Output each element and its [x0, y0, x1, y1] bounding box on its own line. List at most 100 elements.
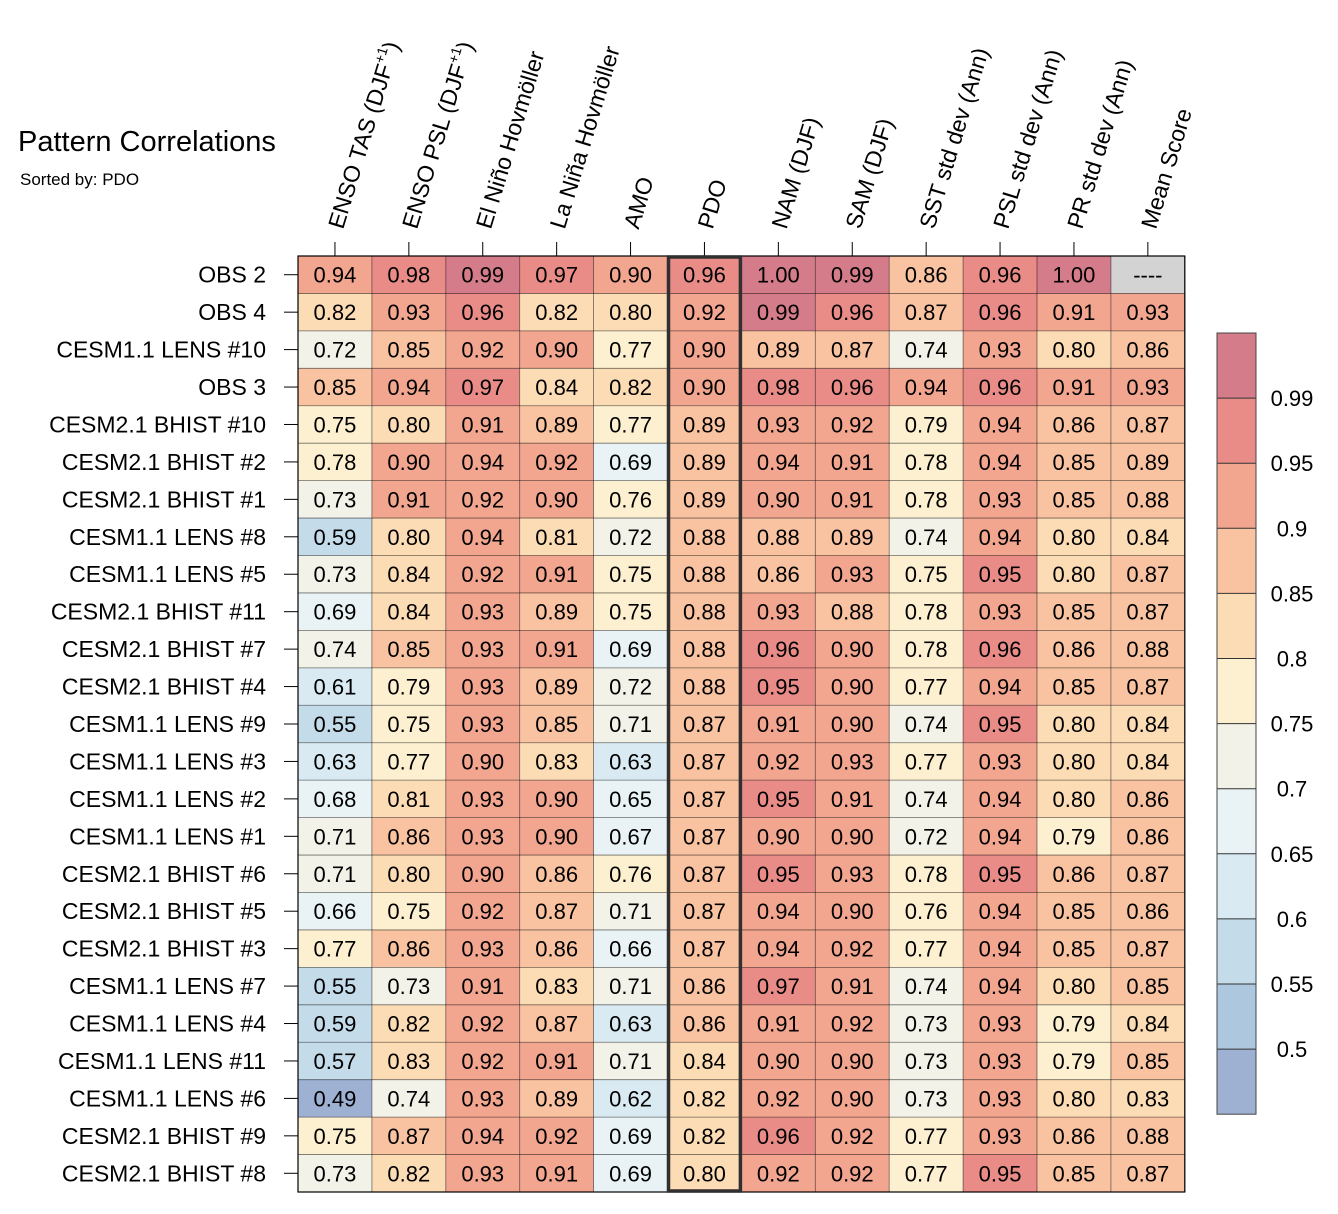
heatmap-cell [889, 892, 964, 930]
cell-value: 0.92 [535, 1124, 578, 1149]
heatmap-cell [741, 443, 816, 481]
row-label: CESM1.1 LENS #1 [69, 823, 266, 849]
cell-value: 0.79 [387, 675, 430, 700]
cell-value: 0.69 [609, 637, 652, 662]
heatmap-cell [1037, 855, 1111, 893]
heatmap-cell [519, 742, 594, 781]
cell-value: 0.88 [683, 675, 726, 700]
cell-value: 0.87 [683, 749, 726, 774]
cell-value: 0.88 [683, 637, 726, 662]
heatmap-cell [815, 817, 890, 856]
cell-value: 0.55 [314, 974, 357, 999]
cell-value: 0.79 [1053, 1012, 1096, 1037]
heatmap-cell [741, 817, 816, 856]
row-label: CESM2.1 BHIST #5 [62, 898, 266, 924]
heatmap-cell [1037, 967, 1111, 1005]
cell-value: 0.76 [609, 487, 652, 512]
heatmap-cell [1110, 630, 1185, 668]
cell-value: 0.92 [831, 1012, 874, 1037]
cell-value: 0.84 [683, 1049, 726, 1074]
heatmap-cell [963, 592, 1037, 631]
colorbar-segment [1217, 788, 1256, 854]
heatmap-cell [1110, 293, 1185, 331]
heatmap-cell [519, 368, 594, 406]
cell-value: 0.93 [979, 1124, 1022, 1149]
heatmap-cell [371, 929, 446, 968]
cell-value: 0.87 [535, 1012, 578, 1037]
heatmap-cell [1037, 330, 1111, 369]
cell-value: 0.82 [683, 1124, 726, 1149]
cell-value: 0.77 [314, 937, 357, 962]
cell-value: 0.84 [1126, 712, 1169, 737]
chart-subtitle: Sorted by: PDO [20, 170, 140, 189]
cell-value: 0.92 [461, 487, 504, 512]
heatmap-cell [815, 293, 890, 331]
cell-value: 0.85 [535, 712, 578, 737]
cell-value: 0.73 [905, 1012, 948, 1037]
colorbar: 0.99 0.95 0.9 0.85 0.8 0.75 0.7 0.65 0.6 0.55 0.5 [1216, 332, 1314, 1115]
cell-value: 0.90 [683, 338, 726, 363]
cell-value: 0.91 [535, 1049, 578, 1074]
cell-value: 0.65 [609, 787, 652, 812]
heatmap-cell [815, 705, 890, 743]
cell-value: 0.75 [387, 899, 430, 924]
cell-value: 0.80 [609, 300, 652, 325]
cell-value: 0.87 [1126, 412, 1169, 437]
heatmap-cell [519, 293, 594, 331]
cell-value: 0.96 [831, 300, 874, 325]
colorbar-label: 0.95 [1271, 451, 1314, 476]
heatmap-cell [1110, 1117, 1185, 1155]
heatmap-cell [963, 667, 1037, 706]
heatmap-cell [889, 855, 964, 893]
cell-value: 0.91 [535, 1161, 578, 1186]
heatmap-cell [741, 892, 816, 930]
heatmap-cell [445, 929, 520, 968]
heatmap-cell [1110, 480, 1185, 519]
cell-value: 0.92 [461, 562, 504, 587]
heatmap-cell [1037, 555, 1111, 593]
heatmap-cell [519, 630, 594, 668]
heatmap-cell [593, 256, 668, 294]
heatmap-cell [667, 742, 742, 781]
heatmap-cell [667, 817, 742, 856]
heatmap-cell [667, 443, 742, 481]
colorbar-segment [1217, 528, 1256, 594]
heatmap-cell [593, 1154, 668, 1192]
heatmap-cell [298, 480, 372, 519]
heatmap-cell [667, 405, 742, 444]
cell-value: 0.93 [1126, 375, 1169, 400]
heatmap-cell [889, 592, 964, 631]
heatmap-cell [963, 929, 1037, 968]
cell-value: 0.86 [1053, 637, 1096, 662]
cell-value: 0.75 [314, 412, 357, 437]
heatmap-cell [445, 780, 520, 818]
cell-value: 0.92 [461, 338, 504, 363]
cell-value: 0.74 [905, 712, 948, 737]
heatmap-cell [519, 256, 594, 294]
row-label: CESM1.1 LENS #9 [69, 711, 266, 737]
cell-value: 0.75 [609, 600, 652, 625]
cell-value: 0.77 [609, 412, 652, 437]
cell-value: 0.78 [905, 600, 948, 625]
cell-value: 0.71 [609, 974, 652, 999]
heatmap-cell [963, 443, 1037, 481]
heatmap-cell [1110, 330, 1185, 369]
cell-value: 0.95 [757, 862, 800, 887]
heatmap-cell [298, 667, 372, 706]
cell-value: 0.80 [1053, 525, 1096, 550]
cell-value: 0.73 [314, 562, 357, 587]
cell-value: 0.90 [387, 450, 430, 475]
heatmap-cell [1037, 256, 1111, 294]
heatmap-cell [963, 1042, 1037, 1080]
heatmap-cell [815, 667, 890, 706]
cell-value: 0.87 [683, 712, 726, 737]
cell-value: 0.85 [1053, 487, 1096, 512]
cell-value: 0.89 [683, 412, 726, 437]
heatmap-cell [963, 630, 1037, 668]
cell-value: 0.94 [757, 450, 800, 475]
heatmap-cell [889, 443, 964, 481]
cell-value: 0.69 [314, 600, 357, 625]
cell-value: 0.90 [535, 338, 578, 363]
heatmap-cell [519, 592, 594, 631]
cell-value: 0.88 [683, 600, 726, 625]
